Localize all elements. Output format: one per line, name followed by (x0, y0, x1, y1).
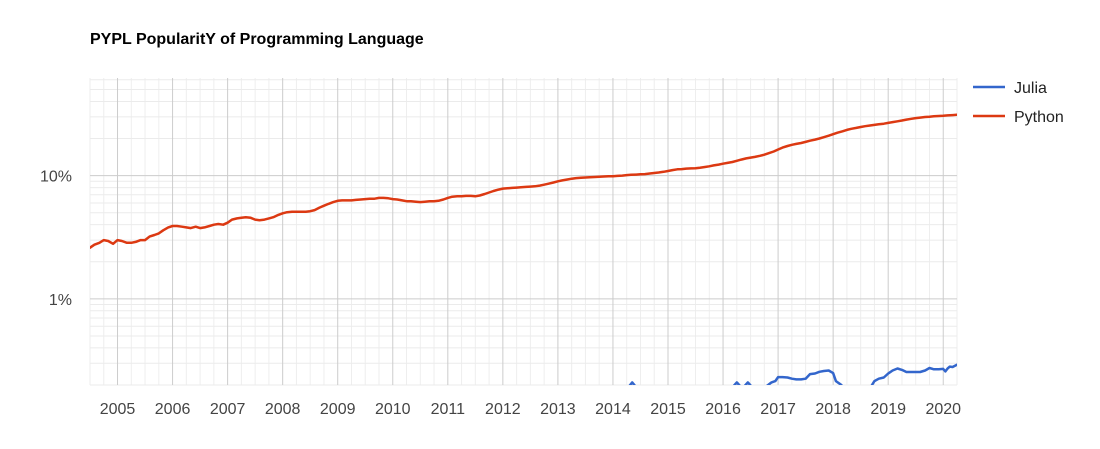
y-tick-label: 1% (49, 292, 72, 309)
x-tick-label: 2010 (375, 401, 411, 418)
x-axis: 2005 2006 2007 2008 2009 2010 2011 2012 2013 2014… (100, 401, 961, 418)
x-tick-label: 2019 (870, 401, 906, 418)
x-tick-label: 2014 (595, 401, 631, 418)
x-tick-label: 2017 (760, 401, 796, 418)
x-tick-label: 2018 (815, 401, 851, 418)
chart-title: PYPL PopularitY of Programming Language (90, 31, 424, 48)
x-tick-label: 2015 (650, 401, 686, 418)
x-tick-label: 2007 (210, 401, 246, 418)
x-tick-label: 2011 (431, 401, 466, 418)
x-tick-label: 2005 (100, 401, 136, 418)
grid (89, 78, 958, 386)
y-tick-label: 10% (40, 169, 72, 186)
x-tick-label: 2006 (155, 401, 191, 418)
series-line-julia (628, 363, 957, 385)
series-line-python (90, 113, 957, 249)
x-tick-label: 2009 (320, 401, 356, 418)
legend: Julia Python (973, 80, 1064, 126)
legend-label-julia: Julia (1014, 80, 1047, 97)
x-tick-label: 2013 (540, 401, 576, 418)
x-tick-label: 2016 (705, 401, 741, 418)
x-tick-label: 2012 (485, 401, 521, 418)
x-tick-label: 2020 (925, 401, 961, 418)
series-lines (90, 113, 957, 385)
x-tick-label: 2008 (265, 401, 301, 418)
legend-label-python: Python (1014, 109, 1064, 126)
y-axis: 1% 10% (40, 169, 72, 309)
